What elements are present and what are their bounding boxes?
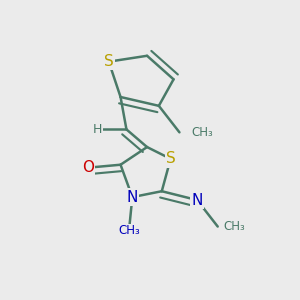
Text: CH₃: CH₃ [118, 224, 140, 238]
Text: N: N [127, 190, 138, 205]
Text: S: S [104, 54, 114, 69]
Text: O: O [82, 160, 94, 175]
Text: S: S [166, 151, 176, 166]
Text: H: H [92, 123, 102, 136]
Text: CH₃: CH₃ [224, 220, 245, 233]
Text: N: N [191, 193, 203, 208]
Text: CH₃: CH₃ [191, 126, 213, 139]
